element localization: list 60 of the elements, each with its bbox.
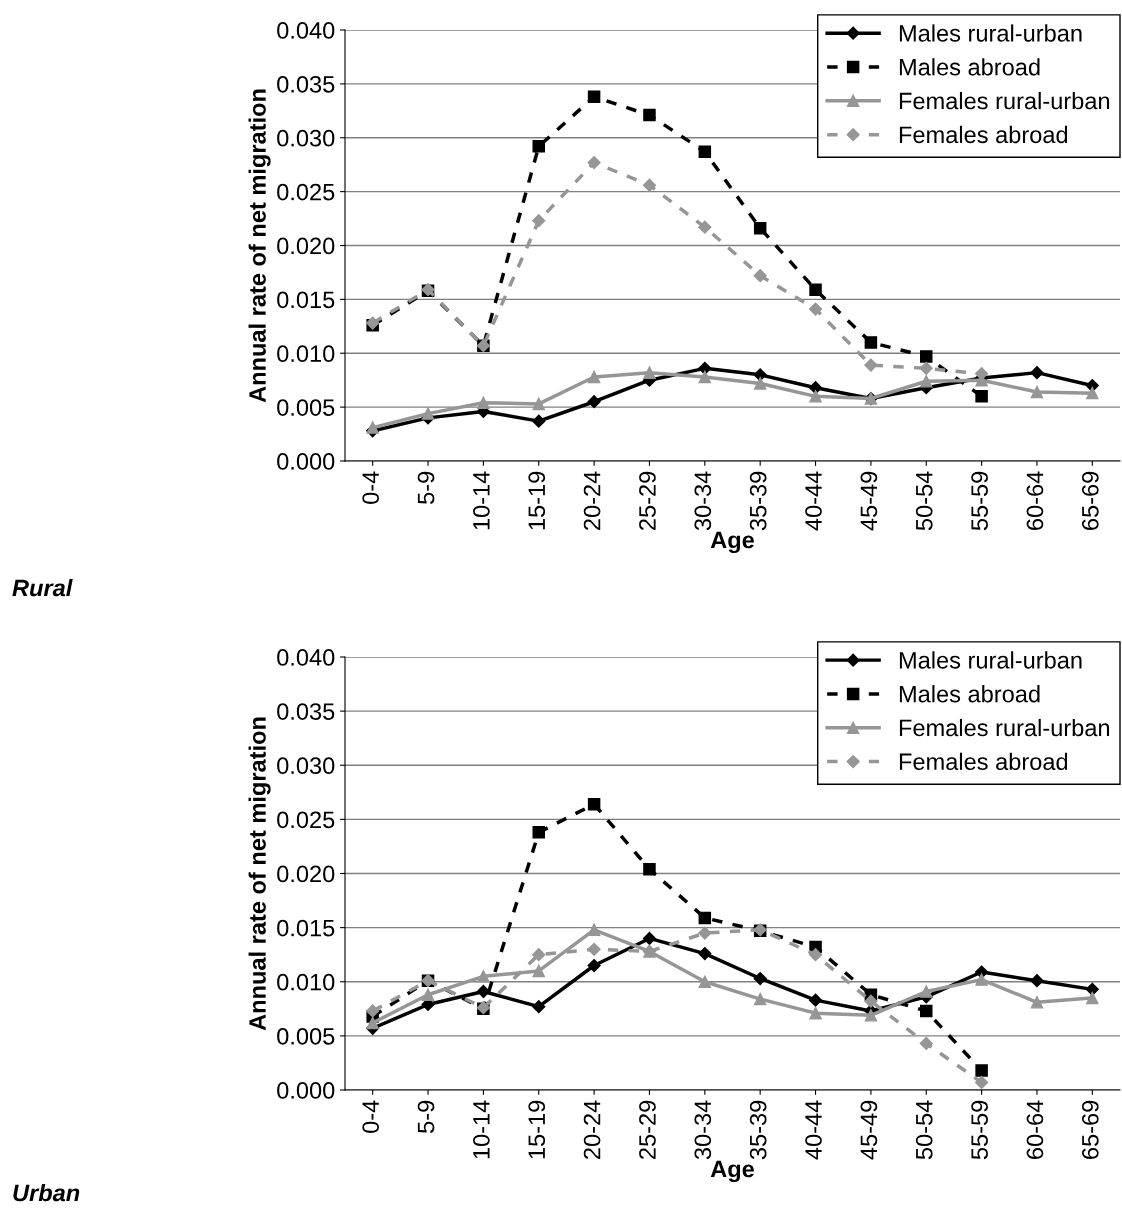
x-tick-label: 20-24 bbox=[583, 1100, 601, 1159]
x-tick-label: 50-54 bbox=[915, 1100, 933, 1160]
x-tick-label: 5-9 bbox=[417, 471, 435, 504]
x-tick-label: 20-24 bbox=[583, 471, 601, 530]
y-tick-label: 0.025 bbox=[277, 183, 335, 201]
y-tick-label: 0.040 bbox=[277, 649, 335, 666]
y-axis-title: Annual rate of net migration bbox=[248, 89, 271, 403]
legend-label: Males abroad bbox=[899, 685, 1040, 703]
y-tick-label: 0.005 bbox=[277, 399, 335, 416]
legend-label: Females rural-urban bbox=[899, 718, 1110, 737]
x-tick-label: 5-9 bbox=[417, 1100, 435, 1133]
x-tick-label: 60-64 bbox=[1026, 1100, 1044, 1159]
y-tick-label: 0.020 bbox=[277, 237, 335, 255]
x-axis-title: Age bbox=[710, 531, 754, 554]
x-tick-label: 15-19 bbox=[528, 1100, 546, 1159]
y-tick-label: 0.000 bbox=[277, 453, 335, 470]
y-tick-label: 0.035 bbox=[277, 75, 335, 93]
y-tick-label: 0.005 bbox=[277, 1027, 335, 1045]
y-tick-label: 0.015 bbox=[277, 291, 335, 309]
text: Rural bbox=[12, 578, 73, 597]
x-tick-label: 25-29 bbox=[639, 471, 656, 530]
y-tick-label: 0.020 bbox=[277, 865, 335, 883]
y-axis-title: Annual rate of net migration bbox=[248, 717, 271, 1031]
x-tick-label: 40-44 bbox=[805, 1100, 822, 1160]
x-tick-label: 55-59 bbox=[971, 1100, 988, 1160]
y-tick-label: 0.015 bbox=[277, 919, 335, 937]
legend-label: Males rural-urban bbox=[899, 651, 1082, 669]
x-tick-label: 10-14 bbox=[473, 1100, 490, 1159]
y-tick-label: 0.010 bbox=[277, 973, 335, 991]
x-tick-label: 65-69 bbox=[1081, 1100, 1099, 1159]
x-tick-label: 50-54 bbox=[915, 471, 933, 531]
x-tick-label: 35-39 bbox=[749, 471, 767, 531]
x-tick-label: 10-14 bbox=[473, 471, 490, 530]
x-tick-label: 30-34 bbox=[694, 471, 712, 531]
legend-label: Males rural-urban bbox=[899, 24, 1082, 42]
x-tick-label: 0-4 bbox=[362, 471, 380, 504]
x-tick-label: 55-59 bbox=[971, 471, 988, 531]
x-tick-label: 40-44 bbox=[805, 471, 822, 531]
y-tick-label: 0.040 bbox=[277, 22, 335, 39]
x-tick-label: 25-29 bbox=[639, 1100, 656, 1159]
y-tick-label: 0.030 bbox=[277, 129, 335, 147]
legend-label: Females abroad bbox=[899, 125, 1068, 144]
x-axis-title: Age bbox=[710, 1160, 754, 1183]
legend-label: Males abroad bbox=[899, 58, 1040, 76]
x-tick-label: 15-19 bbox=[528, 471, 546, 530]
y-tick-label: 0.035 bbox=[277, 703, 335, 720]
x-tick-label: 60-64 bbox=[1026, 471, 1044, 530]
x-tick-label: 65-69 bbox=[1081, 471, 1099, 530]
y-tick-label: 0.010 bbox=[277, 345, 335, 363]
y-tick-label: 0.000 bbox=[277, 1082, 335, 1099]
text: Urban bbox=[13, 1183, 80, 1202]
x-tick-label: 45-49 bbox=[860, 471, 878, 531]
x-tick-label: 35-39 bbox=[749, 1100, 767, 1160]
y-tick-label: 0.025 bbox=[277, 811, 335, 829]
y-tick-label: 0.030 bbox=[277, 757, 335, 775]
legend-label: Females rural-urban bbox=[899, 91, 1110, 110]
x-tick-label: 30-34 bbox=[694, 1100, 712, 1160]
x-tick-label: 0-4 bbox=[362, 1100, 380, 1133]
x-tick-label: 45-49 bbox=[860, 1100, 878, 1160]
legend-label: Females abroad bbox=[899, 752, 1068, 771]
